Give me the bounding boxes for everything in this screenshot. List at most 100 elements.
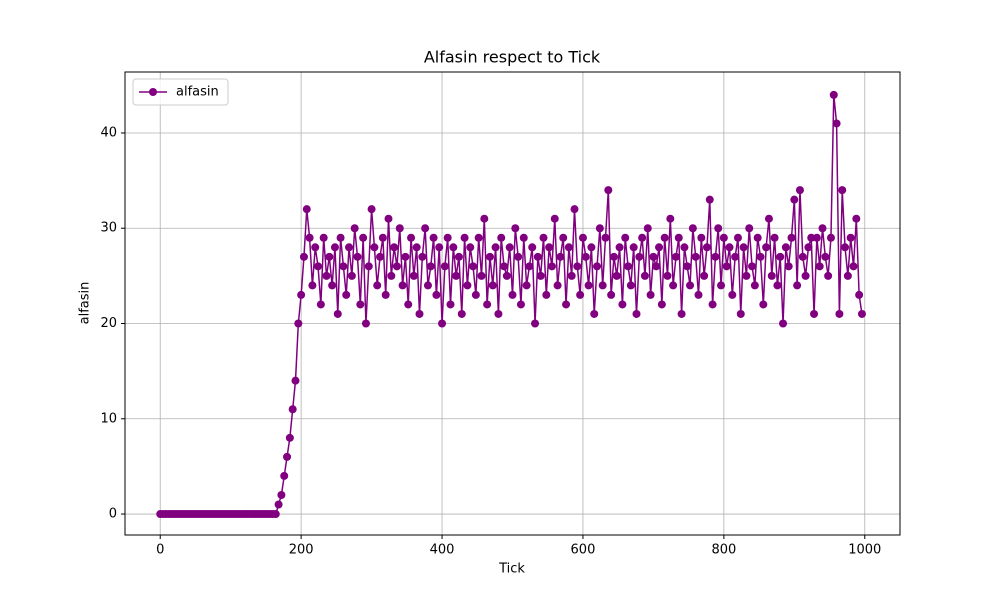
point [545,243,554,252]
point [384,214,393,223]
point [700,271,709,280]
y-tick-label: 0 [109,507,117,522]
point [305,233,314,242]
point [753,233,762,242]
point [435,243,444,252]
point [770,233,779,242]
point [497,233,506,242]
point [294,319,303,328]
point [688,224,697,233]
point [815,262,824,271]
point [525,262,534,271]
point [528,243,537,252]
point [353,252,362,261]
point [779,319,788,328]
point [392,262,401,271]
point [401,252,410,261]
point [347,271,356,280]
point [593,262,602,271]
point [759,300,768,309]
point [412,243,421,252]
point [370,243,379,252]
point [821,252,830,261]
point [474,233,483,242]
point [615,243,624,252]
point [739,243,748,252]
point [302,205,311,214]
point [711,252,720,261]
point [857,309,866,318]
y-tick-label: 10 [100,411,117,426]
point [835,309,844,318]
point [666,214,675,223]
point [764,214,773,223]
point [567,271,576,280]
point [838,186,847,195]
point [804,243,813,252]
point [449,243,458,252]
point [646,290,655,299]
point [657,300,666,309]
point [801,271,810,280]
point [736,309,745,318]
point [432,290,441,299]
point [533,252,542,261]
point [460,233,469,242]
point [494,309,503,318]
point [846,233,855,242]
x-tick-label: 400 [430,543,455,558]
point [719,233,728,242]
legend-label: alfasin [176,85,219,100]
point [649,252,658,261]
point [762,243,771,252]
point [297,290,306,299]
point [488,281,497,290]
point [314,262,323,271]
point [612,271,621,280]
point [322,271,331,280]
point [618,300,627,309]
point [531,319,540,328]
point [429,233,438,242]
x-tick-label: 0 [156,543,164,558]
point [522,281,531,290]
point [361,319,370,328]
point [595,224,604,233]
point [387,271,396,280]
point [516,300,525,309]
point [798,252,807,261]
point [291,376,300,385]
point [745,224,754,233]
point [511,224,520,233]
point [686,281,695,290]
point [471,290,480,299]
point [502,271,511,280]
point [852,214,861,223]
x-tick-label: 200 [289,543,314,558]
point [319,233,328,242]
point [345,243,354,252]
point [328,281,337,290]
point [787,233,796,242]
point [683,262,692,271]
point [714,224,723,233]
point [632,309,641,318]
point [691,252,700,261]
point [438,319,447,328]
point [443,233,452,242]
point [373,281,382,290]
point [793,281,802,290]
point [671,252,680,261]
point [519,233,528,242]
x-tick-label: 600 [571,543,596,558]
y-axis-label: alfasin [78,282,93,325]
point [485,252,494,261]
point [333,309,342,318]
point [271,510,280,519]
point [643,224,652,233]
point [547,262,556,271]
point [829,90,838,99]
point [598,281,607,290]
point [669,281,678,290]
point [342,290,351,299]
